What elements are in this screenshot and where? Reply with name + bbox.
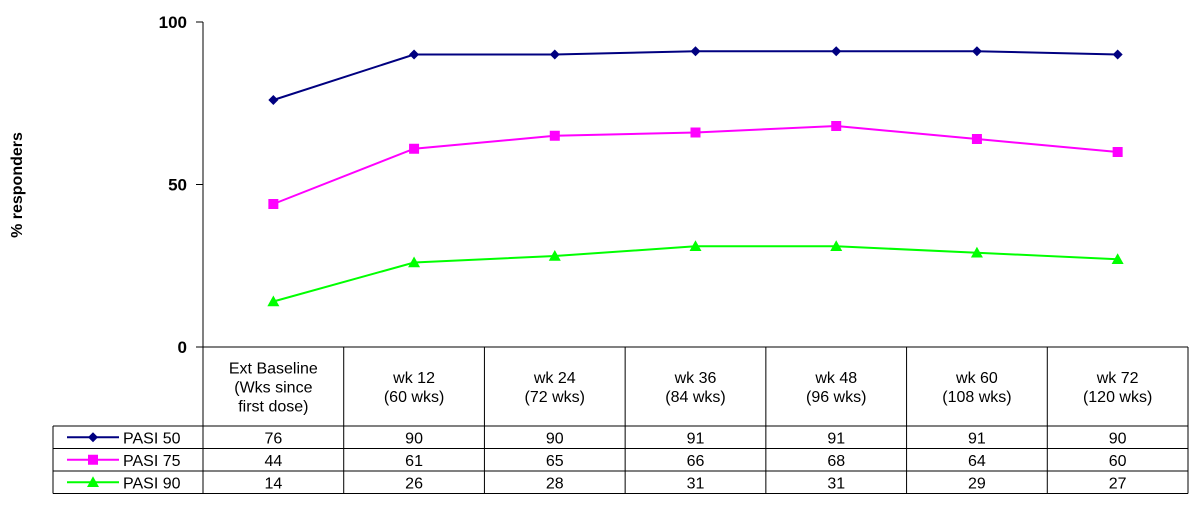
x-tick-label: wk 72 (120 wks) bbox=[1083, 370, 1152, 406]
data-point-pasi-75 bbox=[1112, 147, 1123, 157]
data-point-pasi-75 bbox=[971, 134, 982, 144]
data-point-pasi-75 bbox=[831, 121, 842, 131]
data-label-pasi-50: 91 bbox=[968, 430, 986, 447]
data-label-pasi-75: 66 bbox=[687, 453, 705, 470]
y-axis: 0 50 100 bbox=[159, 13, 204, 357]
y-tick-label: 0 bbox=[178, 338, 187, 357]
data-point-pasi-90 bbox=[1111, 253, 1124, 265]
legend-label-pasi-75: PASI 75 bbox=[123, 453, 181, 470]
data-label-pasi-90: 27 bbox=[1109, 475, 1127, 492]
x-tick-label: wk 60 (108 wks) bbox=[942, 370, 1011, 406]
data-point-pasi-75 bbox=[409, 143, 420, 154]
series-line-pasi-75 bbox=[272, 124, 1118, 205]
legend-marker-pasi-50 bbox=[88, 432, 98, 443]
x-tick-label: Ext Baseline (Wks since first dose) bbox=[229, 361, 318, 416]
data-point-pasi-50 bbox=[268, 95, 279, 105]
data-label-pasi-75: 65 bbox=[546, 453, 564, 470]
data-point-pasi-90 bbox=[408, 256, 421, 268]
x-tick-label: wk 36 (84 wks) bbox=[665, 370, 725, 406]
data-label-pasi-75: 64 bbox=[968, 453, 986, 470]
data-label-pasi-50: 90 bbox=[546, 430, 564, 447]
data-point-pasi-50 bbox=[409, 49, 420, 60]
legend-label-pasi-90: PASI 90 bbox=[123, 475, 181, 492]
data-label-pasi-50: 90 bbox=[1109, 430, 1127, 447]
data-point-pasi-75 bbox=[690, 127, 701, 138]
data-label-pasi-75: 68 bbox=[827, 453, 845, 470]
data-point-pasi-75 bbox=[268, 199, 279, 209]
data-label-pasi-90: 26 bbox=[405, 475, 423, 492]
legend-entry-pasi-75: PASI 75 bbox=[67, 453, 181, 470]
legend-marker-pasi-75 bbox=[88, 454, 98, 465]
legend-entry-pasi-90: PASI 90 bbox=[67, 475, 181, 492]
data-label-pasi-50: 91 bbox=[827, 430, 845, 447]
series-line-pasi-50 bbox=[273, 50, 1118, 101]
data-label-pasi-50: 91 bbox=[687, 430, 705, 447]
x-tick-label: wk 48 (96 wks) bbox=[806, 370, 866, 406]
data-label-pasi-90: 28 bbox=[546, 475, 564, 492]
data-label-pasi-90: 29 bbox=[968, 475, 986, 492]
data-label-pasi-75: 61 bbox=[405, 453, 423, 470]
data-label-pasi-50: 90 bbox=[405, 430, 423, 447]
data-point-pasi-90 bbox=[830, 240, 843, 252]
y-tick-label: 50 bbox=[168, 176, 187, 195]
y-tick-label: 100 bbox=[159, 13, 187, 32]
data-table: Ext Baseline (Wks since first dose) wk 12 (6… bbox=[52, 346, 1189, 494]
data-point-pasi-50 bbox=[971, 46, 982, 57]
data-label-pasi-90: 31 bbox=[687, 475, 705, 492]
plot-area bbox=[267, 46, 1124, 307]
data-point-pasi-50 bbox=[831, 46, 842, 57]
data-label-pasi-90: 31 bbox=[827, 475, 845, 492]
data-label-pasi-75: 60 bbox=[1109, 453, 1127, 470]
data-point-pasi-90 bbox=[267, 295, 280, 307]
legend-marker-pasi-90 bbox=[87, 476, 99, 488]
x-tick-label: wk 24 (72 wks) bbox=[525, 370, 585, 406]
legend-entry-pasi-50: PASI 50 bbox=[67, 430, 181, 447]
data-point-pasi-50 bbox=[549, 49, 560, 60]
data-point-pasi-90 bbox=[970, 246, 983, 258]
data-point-pasi-50 bbox=[1112, 49, 1123, 60]
y-axis-label: % responders bbox=[9, 132, 26, 238]
data-label-pasi-75: 44 bbox=[264, 453, 282, 470]
series-line-pasi-90 bbox=[273, 245, 1118, 303]
data-label-pasi-90: 14 bbox=[264, 475, 282, 492]
x-tick-label: wk 12 (60 wks) bbox=[384, 370, 444, 406]
data-label-pasi-50: 76 bbox=[264, 430, 282, 447]
data-point-pasi-90 bbox=[548, 250, 561, 261]
data-point-pasi-50 bbox=[690, 46, 701, 57]
legend-label-pasi-50: PASI 50 bbox=[123, 430, 181, 447]
data-point-pasi-90 bbox=[689, 240, 702, 252]
data-point-pasi-75 bbox=[549, 130, 560, 141]
